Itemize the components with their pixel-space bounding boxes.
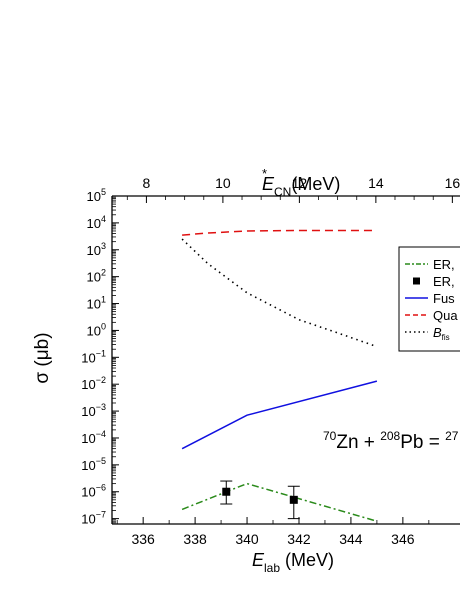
y-tick-label: 10−3 xyxy=(81,402,106,419)
data-point-marker xyxy=(222,487,231,496)
legend: ER, ER, Fus Qua Bfis xyxy=(398,246,460,352)
y-axis-label: σ (μb) xyxy=(32,332,53,383)
series-line-0 xyxy=(181,482,378,522)
y-tick-label: 103 xyxy=(87,241,106,258)
data-point-marker xyxy=(289,495,298,504)
series-line-3 xyxy=(182,229,377,236)
y-tick-label: 105 xyxy=(87,187,106,204)
y-tick-label: 101 xyxy=(87,295,106,312)
y-tick-label: 102 xyxy=(87,268,106,285)
y-tick-label: 10−2 xyxy=(81,375,106,392)
series-layer xyxy=(181,229,378,522)
legend-marker xyxy=(413,277,420,285)
x-top-tick-label: 10 xyxy=(215,175,231,191)
y-tick-label: 10−1 xyxy=(81,348,106,365)
legend-label: Fus xyxy=(433,291,455,306)
x-top-axis-label: ECN(MeV) xyxy=(262,174,340,199)
x-bottom-tick-label: 336 xyxy=(131,531,155,547)
x-top-tick-label: 12 xyxy=(292,175,308,191)
y-tick-label: 100 xyxy=(87,321,106,338)
legend-label: ER, xyxy=(433,257,455,272)
x-top-tick-label: 16 xyxy=(445,175,460,191)
series-line-4 xyxy=(181,238,378,348)
x-bottom-axis-label: Elab (MeV) xyxy=(252,550,334,575)
tick-layer xyxy=(112,195,453,524)
y-tick-label: 104 xyxy=(87,214,106,231)
legend-label: Qua xyxy=(433,308,458,323)
x-bottom-tick-label: 342 xyxy=(287,531,311,547)
x-top-tick-label: 8 xyxy=(143,175,151,191)
legend-label: Bfis xyxy=(433,325,450,342)
y-tick-labels: 10−7 10−6 10−5 10−4 10−3 10−2 10−1 100 101 102 103… xyxy=(81,187,106,527)
y-tick-label: 10−5 xyxy=(81,456,106,473)
y-tick-label: 10−4 xyxy=(81,429,106,446)
y-tick-label: 10−6 xyxy=(81,483,106,500)
x-top-tick-labels: 8 10 12 14 16 xyxy=(143,175,460,191)
x-bottom-tick-label: 338 xyxy=(183,531,207,547)
x-bottom-tick-label: 344 xyxy=(339,531,363,547)
x-top-axis-label-star: * xyxy=(262,166,267,181)
legend-label: ER, xyxy=(433,274,455,289)
series-line-2 xyxy=(181,380,378,450)
y-tick-label: 10−7 xyxy=(81,510,106,527)
reaction-annotation: 70Zn + 208Pb = 27 xyxy=(323,429,459,453)
x-bottom-tick-label: 340 xyxy=(235,531,259,547)
x-bottom-tick-label: 346 xyxy=(391,531,415,547)
x-top-tick-label: 14 xyxy=(368,175,384,191)
x-bottom-tick-labels: 336 338 340 342 344 346 xyxy=(131,531,414,547)
